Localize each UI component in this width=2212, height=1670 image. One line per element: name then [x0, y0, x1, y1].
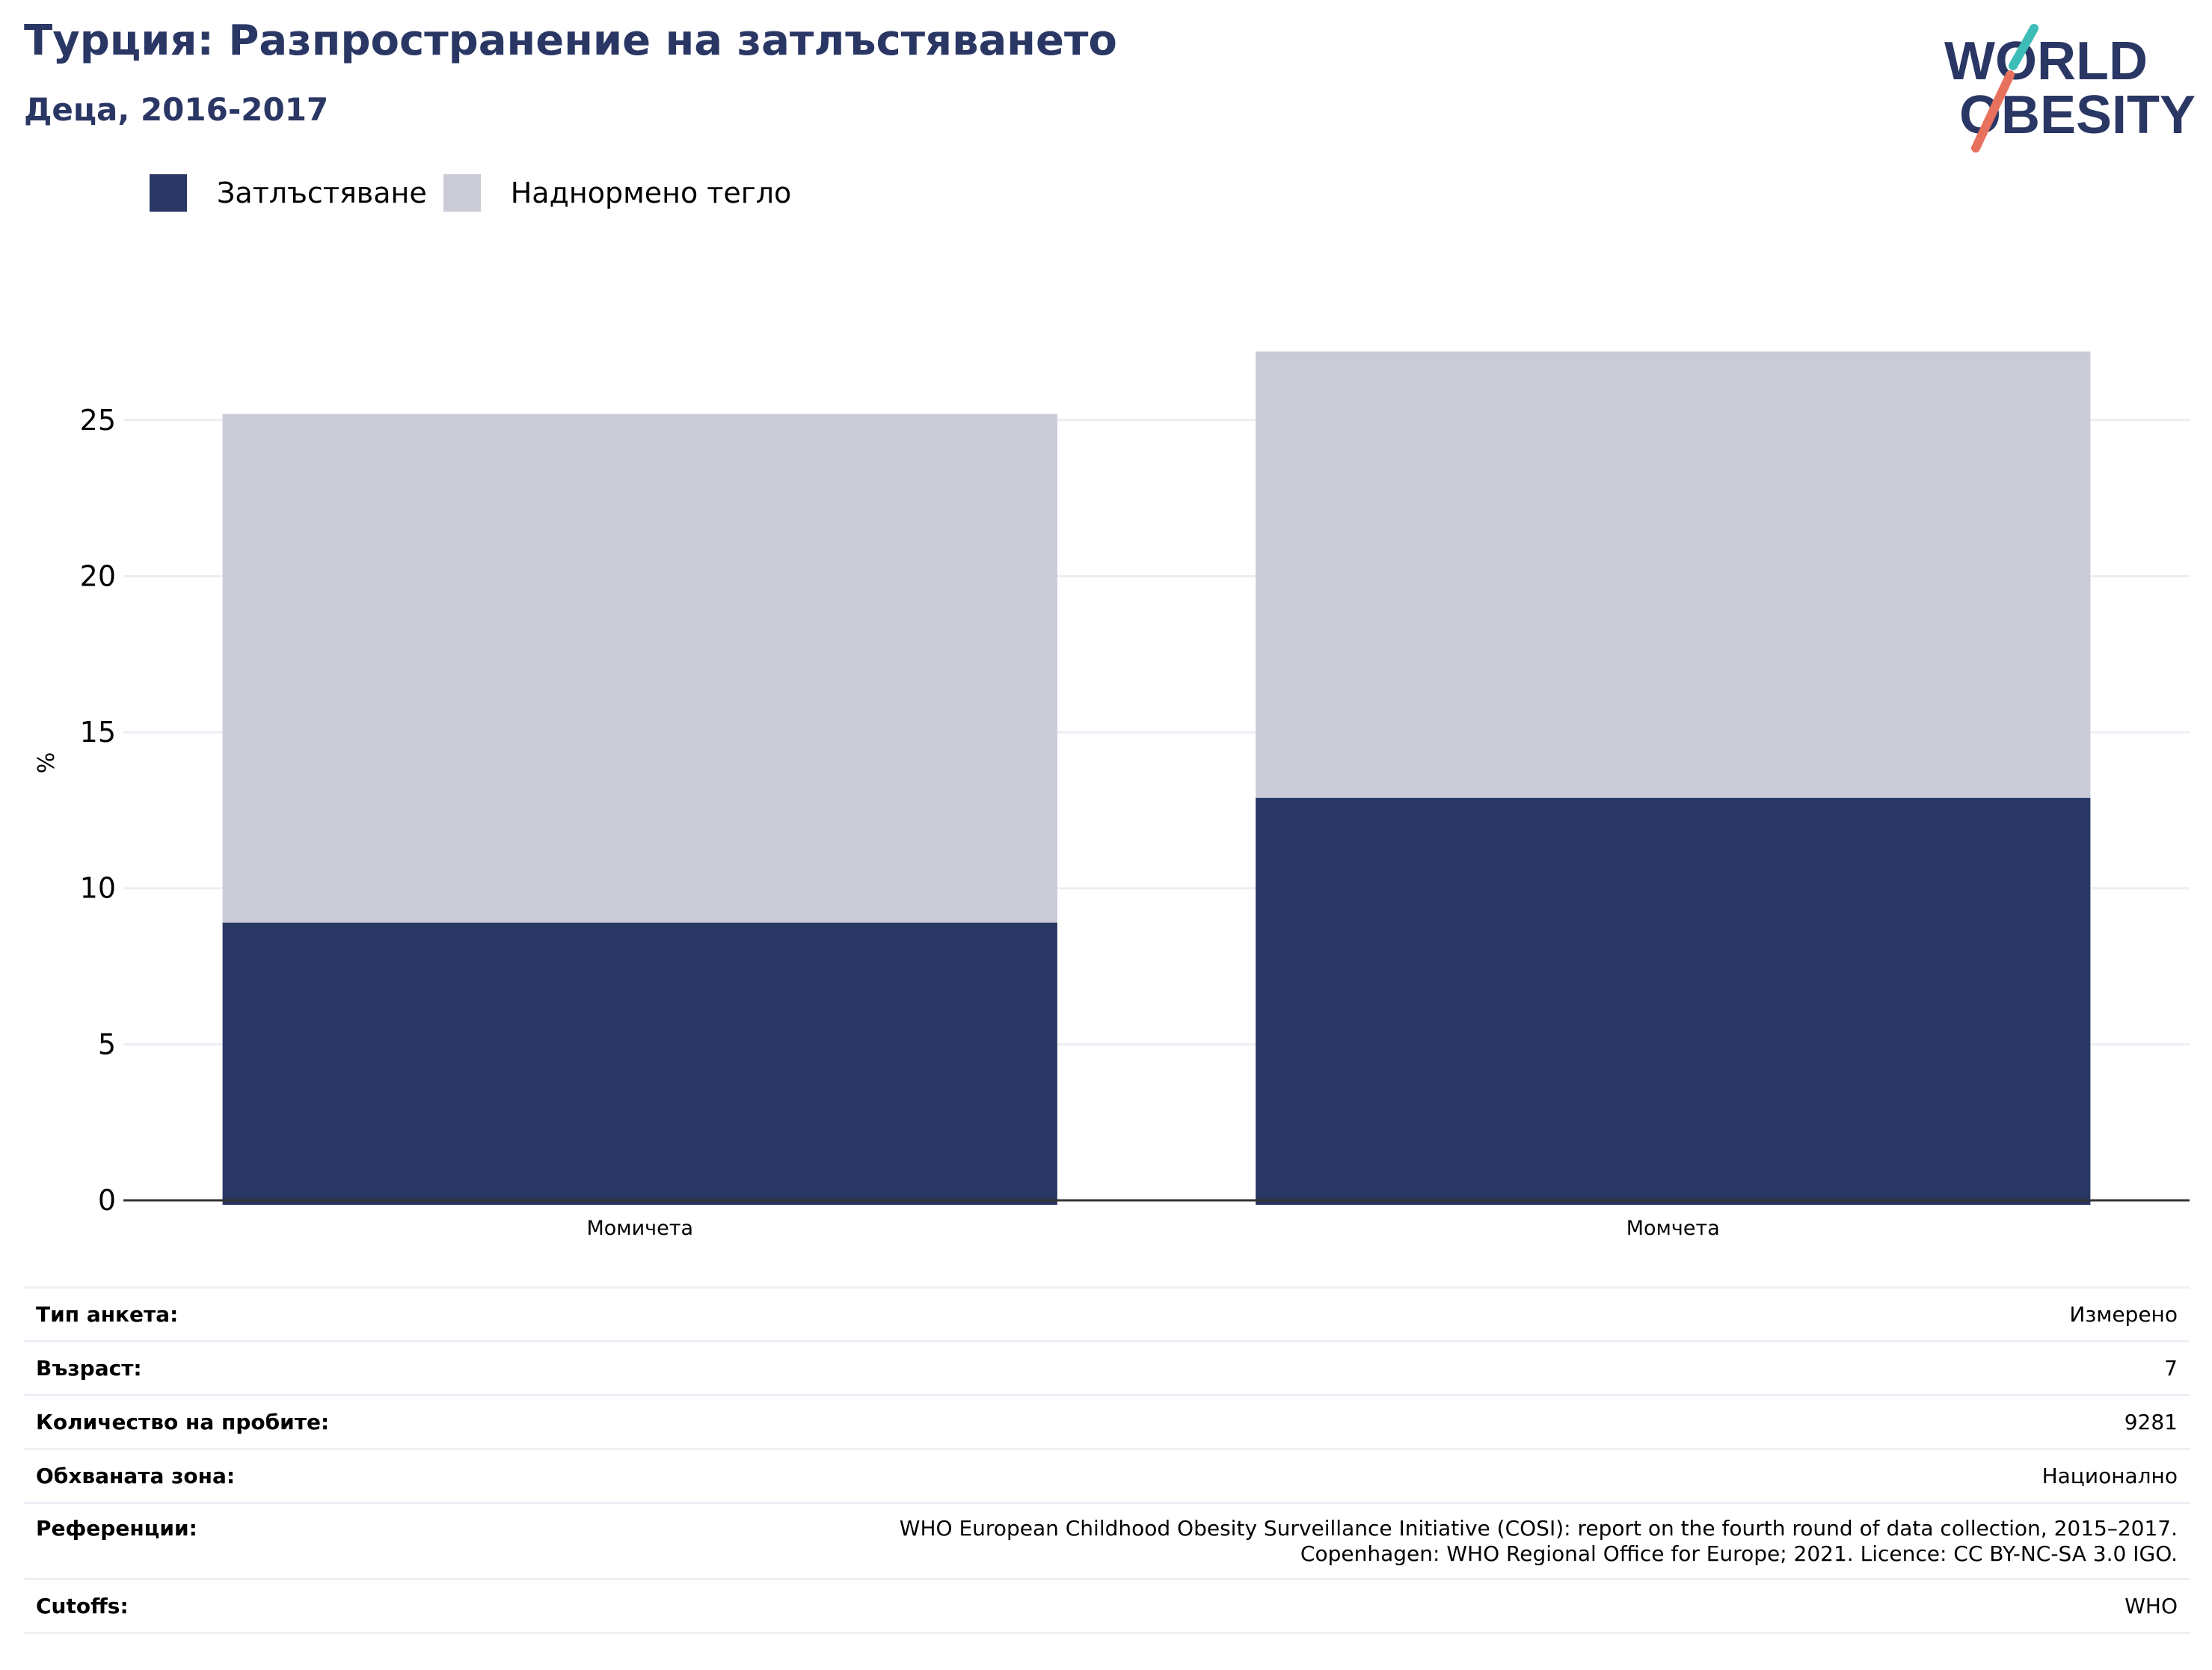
y-tick-label: 20 — [80, 559, 116, 592]
legend-swatch-overweight — [443, 174, 481, 212]
logo-coral-stroke — [1971, 70, 2015, 153]
meta-value: Измерено — [341, 1286, 2190, 1342]
world-obesity-logo: WORLD OBESITY — [1944, 24, 2196, 153]
meta-value: Национално — [341, 1448, 2190, 1503]
x-tick-label: Момчета — [1626, 1217, 1720, 1240]
legend-item-overweight: Наднормено тегло — [443, 174, 792, 212]
meta-row-survey-type: Тип анкета: Измерено — [24, 1286, 2190, 1342]
y-tick-label: 25 — [80, 404, 116, 437]
x-tick-label: Момичета — [586, 1217, 693, 1240]
meta-value: 7 — [341, 1340, 2190, 1396]
page-subtitle: Деца, 2016-2017 — [24, 91, 329, 128]
meta-key: Тип анкета: — [24, 1286, 342, 1342]
meta-key: Обхваната зона: — [24, 1448, 342, 1503]
chart-legend: Затлъстяване Наднормено тегло — [150, 172, 808, 214]
meta-key: Количество на пробите: — [24, 1394, 342, 1449]
meta-key: Cutoffs: — [24, 1578, 342, 1634]
bar-obesity-0 — [222, 922, 1057, 1205]
y-axis-label: % — [34, 752, 60, 774]
stacked-bar-chart: 0 5 10 15 20 25 Момичета Момчета% — [34, 352, 2190, 1240]
legend-label-overweight: Наднормено тегло — [510, 176, 792, 209]
legend-item-obesity: Затлъстяване — [150, 174, 427, 212]
meta-row-area: Обхваната зона: Национално — [24, 1448, 2190, 1503]
y-tick-label: 10 — [80, 872, 116, 905]
meta-row-age: Възраст: 7 — [24, 1340, 2190, 1396]
meta-value: WHO European Childhood Obesity Surveilla… — [341, 1502, 2190, 1580]
logo-line1: WORLD — [1944, 31, 2148, 91]
meta-row-cutoffs: Cutoffs: WHO — [24, 1578, 2190, 1634]
meta-key: Възраст: — [24, 1340, 342, 1396]
legend-swatch-obesity — [150, 174, 187, 212]
metadata-table: Тип анкета: Измерено Възраст: 7 Количест… — [24, 1286, 2190, 1634]
meta-row-references: Референции: WHO European Childhood Obesi… — [24, 1502, 2190, 1580]
y-tick-label: 15 — [80, 716, 116, 749]
legend-label-obesity: Затлъстяване — [217, 176, 427, 209]
meta-value: 9281 — [341, 1394, 2190, 1449]
meta-value: WHO — [341, 1578, 2190, 1634]
bar-overweight-1 — [1256, 352, 2091, 798]
y-tick-label: 0 — [98, 1184, 116, 1217]
meta-row-sample-size: Количество на пробите: 9281 — [24, 1394, 2190, 1449]
page-title: Турция: Разпространение на затлъстяванет… — [24, 16, 1117, 65]
y-tick-label: 5 — [98, 1028, 116, 1060]
meta-key: Референции: — [24, 1502, 342, 1580]
bar-overweight-0 — [222, 414, 1057, 923]
bar-obesity-1 — [1256, 797, 2091, 1205]
logo-teal-stroke — [2009, 24, 2039, 70]
